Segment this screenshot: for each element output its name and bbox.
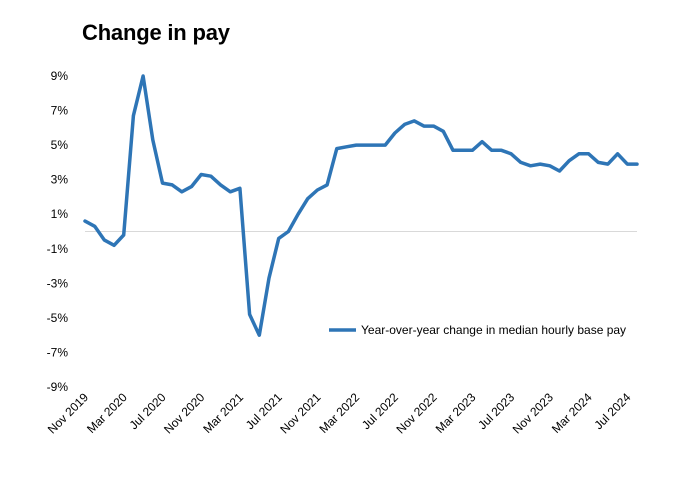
x-tick-label: Nov 2023 [510, 390, 556, 436]
y-axis-labels: 9% 7% 5% 3% 1% -1% -3% -5% -7% -9% [47, 69, 69, 394]
chart-title: Change in pay [82, 20, 230, 45]
y-tick-label: 3% [51, 173, 69, 187]
y-tick-label: 7% [51, 104, 69, 118]
x-tick-label: Mar 2021 [200, 390, 246, 436]
x-tick-label: Mar 2024 [549, 390, 595, 436]
y-tick-label: -9% [47, 380, 69, 394]
y-tick-label: 5% [51, 138, 69, 152]
series-line [83, 74, 639, 337]
x-tick-label: Mar 2023 [433, 390, 479, 436]
x-tick-label: Jul 2024 [591, 390, 633, 432]
y-tick-label: -7% [47, 345, 69, 359]
x-tick-label: Nov 2019 [45, 390, 91, 436]
x-tick-label: Mar 2022 [317, 390, 363, 436]
x-tick-label: Nov 2020 [161, 390, 207, 436]
x-tick-label: Nov 2022 [394, 390, 440, 436]
x-tick-label: Mar 2020 [84, 390, 130, 436]
series-group [83, 74, 639, 337]
y-tick-label: -5% [47, 311, 69, 325]
legend: Year-over-year change in median hourly b… [329, 323, 626, 337]
x-tick-label: Nov 2021 [277, 390, 323, 436]
y-tick-label: 9% [51, 69, 69, 83]
y-tick-label: -1% [47, 242, 69, 256]
legend-label: Year-over-year change in median hourly b… [361, 323, 626, 337]
y-tick-label: 1% [51, 207, 69, 221]
y-tick-label: -3% [47, 276, 69, 290]
